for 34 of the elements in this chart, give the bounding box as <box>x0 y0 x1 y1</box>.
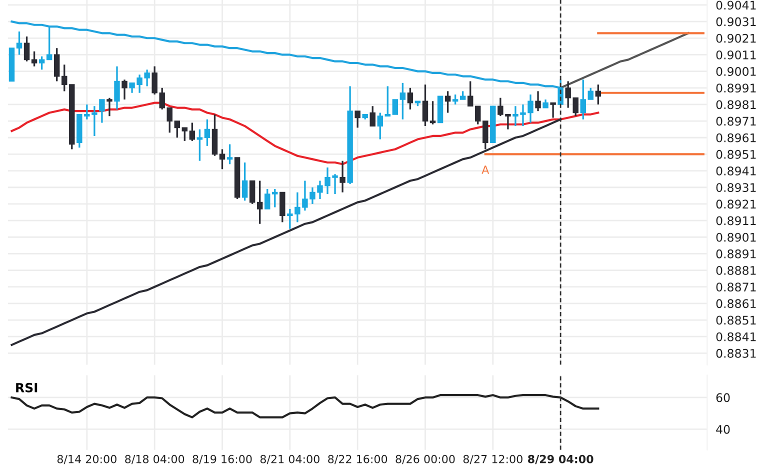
y-tick-label: 0.8881 <box>716 266 756 275</box>
y-tick-label: 0.8931 <box>716 183 756 192</box>
y-tick-label: 60 <box>716 393 730 402</box>
y-tick-label: 0.8891 <box>716 249 756 258</box>
y-tick-label: 0.8851 <box>716 316 756 325</box>
y-tick-label: 0.8981 <box>716 100 756 110</box>
y-tick-label: 0.8921 <box>716 200 756 209</box>
annotation: A <box>482 166 490 174</box>
x-tick-label: 8/29 04:00 <box>528 454 594 464</box>
y-tick-label: 0.8911 <box>716 216 756 226</box>
y-tick-label: 0.8971 <box>716 116 756 126</box>
y-tick-label: 0.9021 <box>716 34 756 43</box>
y-tick-label: 0.8871 <box>716 282 756 292</box>
y-tick-label: 0.8941 <box>716 166 756 176</box>
y-tick-label: 0.9041 <box>716 0 756 10</box>
y-tick-label: 0.9001 <box>716 67 756 76</box>
x-tick-label: 8/22 16:00 <box>328 454 388 464</box>
y-tick-label: 0.9031 <box>716 17 756 26</box>
y-tick-label: 0.8841 <box>716 332 756 342</box>
chart-title: RSI <box>16 382 38 392</box>
x-tick-label: 8/26 00:00 <box>396 454 455 464</box>
x-tick-label: 8/14 20:00 <box>57 454 116 464</box>
y-tick-label: 0.9011 <box>716 50 756 60</box>
y-tick-label: 0.8991 <box>716 84 756 93</box>
x-tick-label: 8/18 04:00 <box>125 454 184 464</box>
x-tick-label: 8/19 16:00 <box>192 454 252 464</box>
x-tick-label: 8/27 12:00 <box>463 454 522 464</box>
y-tick-label: 0.8901 <box>716 232 756 242</box>
y-tick-label: 0.8861 <box>716 299 756 308</box>
y-tick-label: 40 <box>716 424 730 434</box>
x-tick-label: 8/21 04:00 <box>260 454 320 464</box>
y-tick-label: 0.8951 <box>716 150 756 159</box>
y-tick-label: 0.8831 <box>716 348 756 358</box>
y-tick-label: 0.8961 <box>716 133 756 142</box>
